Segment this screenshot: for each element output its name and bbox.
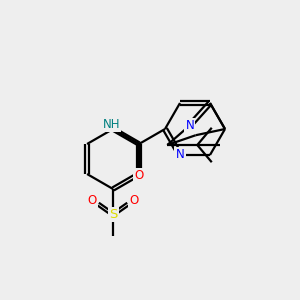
Text: S: S xyxy=(109,208,117,221)
Text: O: O xyxy=(134,169,144,182)
Text: N: N xyxy=(176,148,184,161)
Text: NH: NH xyxy=(103,118,120,131)
Text: N: N xyxy=(186,119,194,132)
Text: O: O xyxy=(87,194,97,208)
Text: O: O xyxy=(129,194,139,208)
